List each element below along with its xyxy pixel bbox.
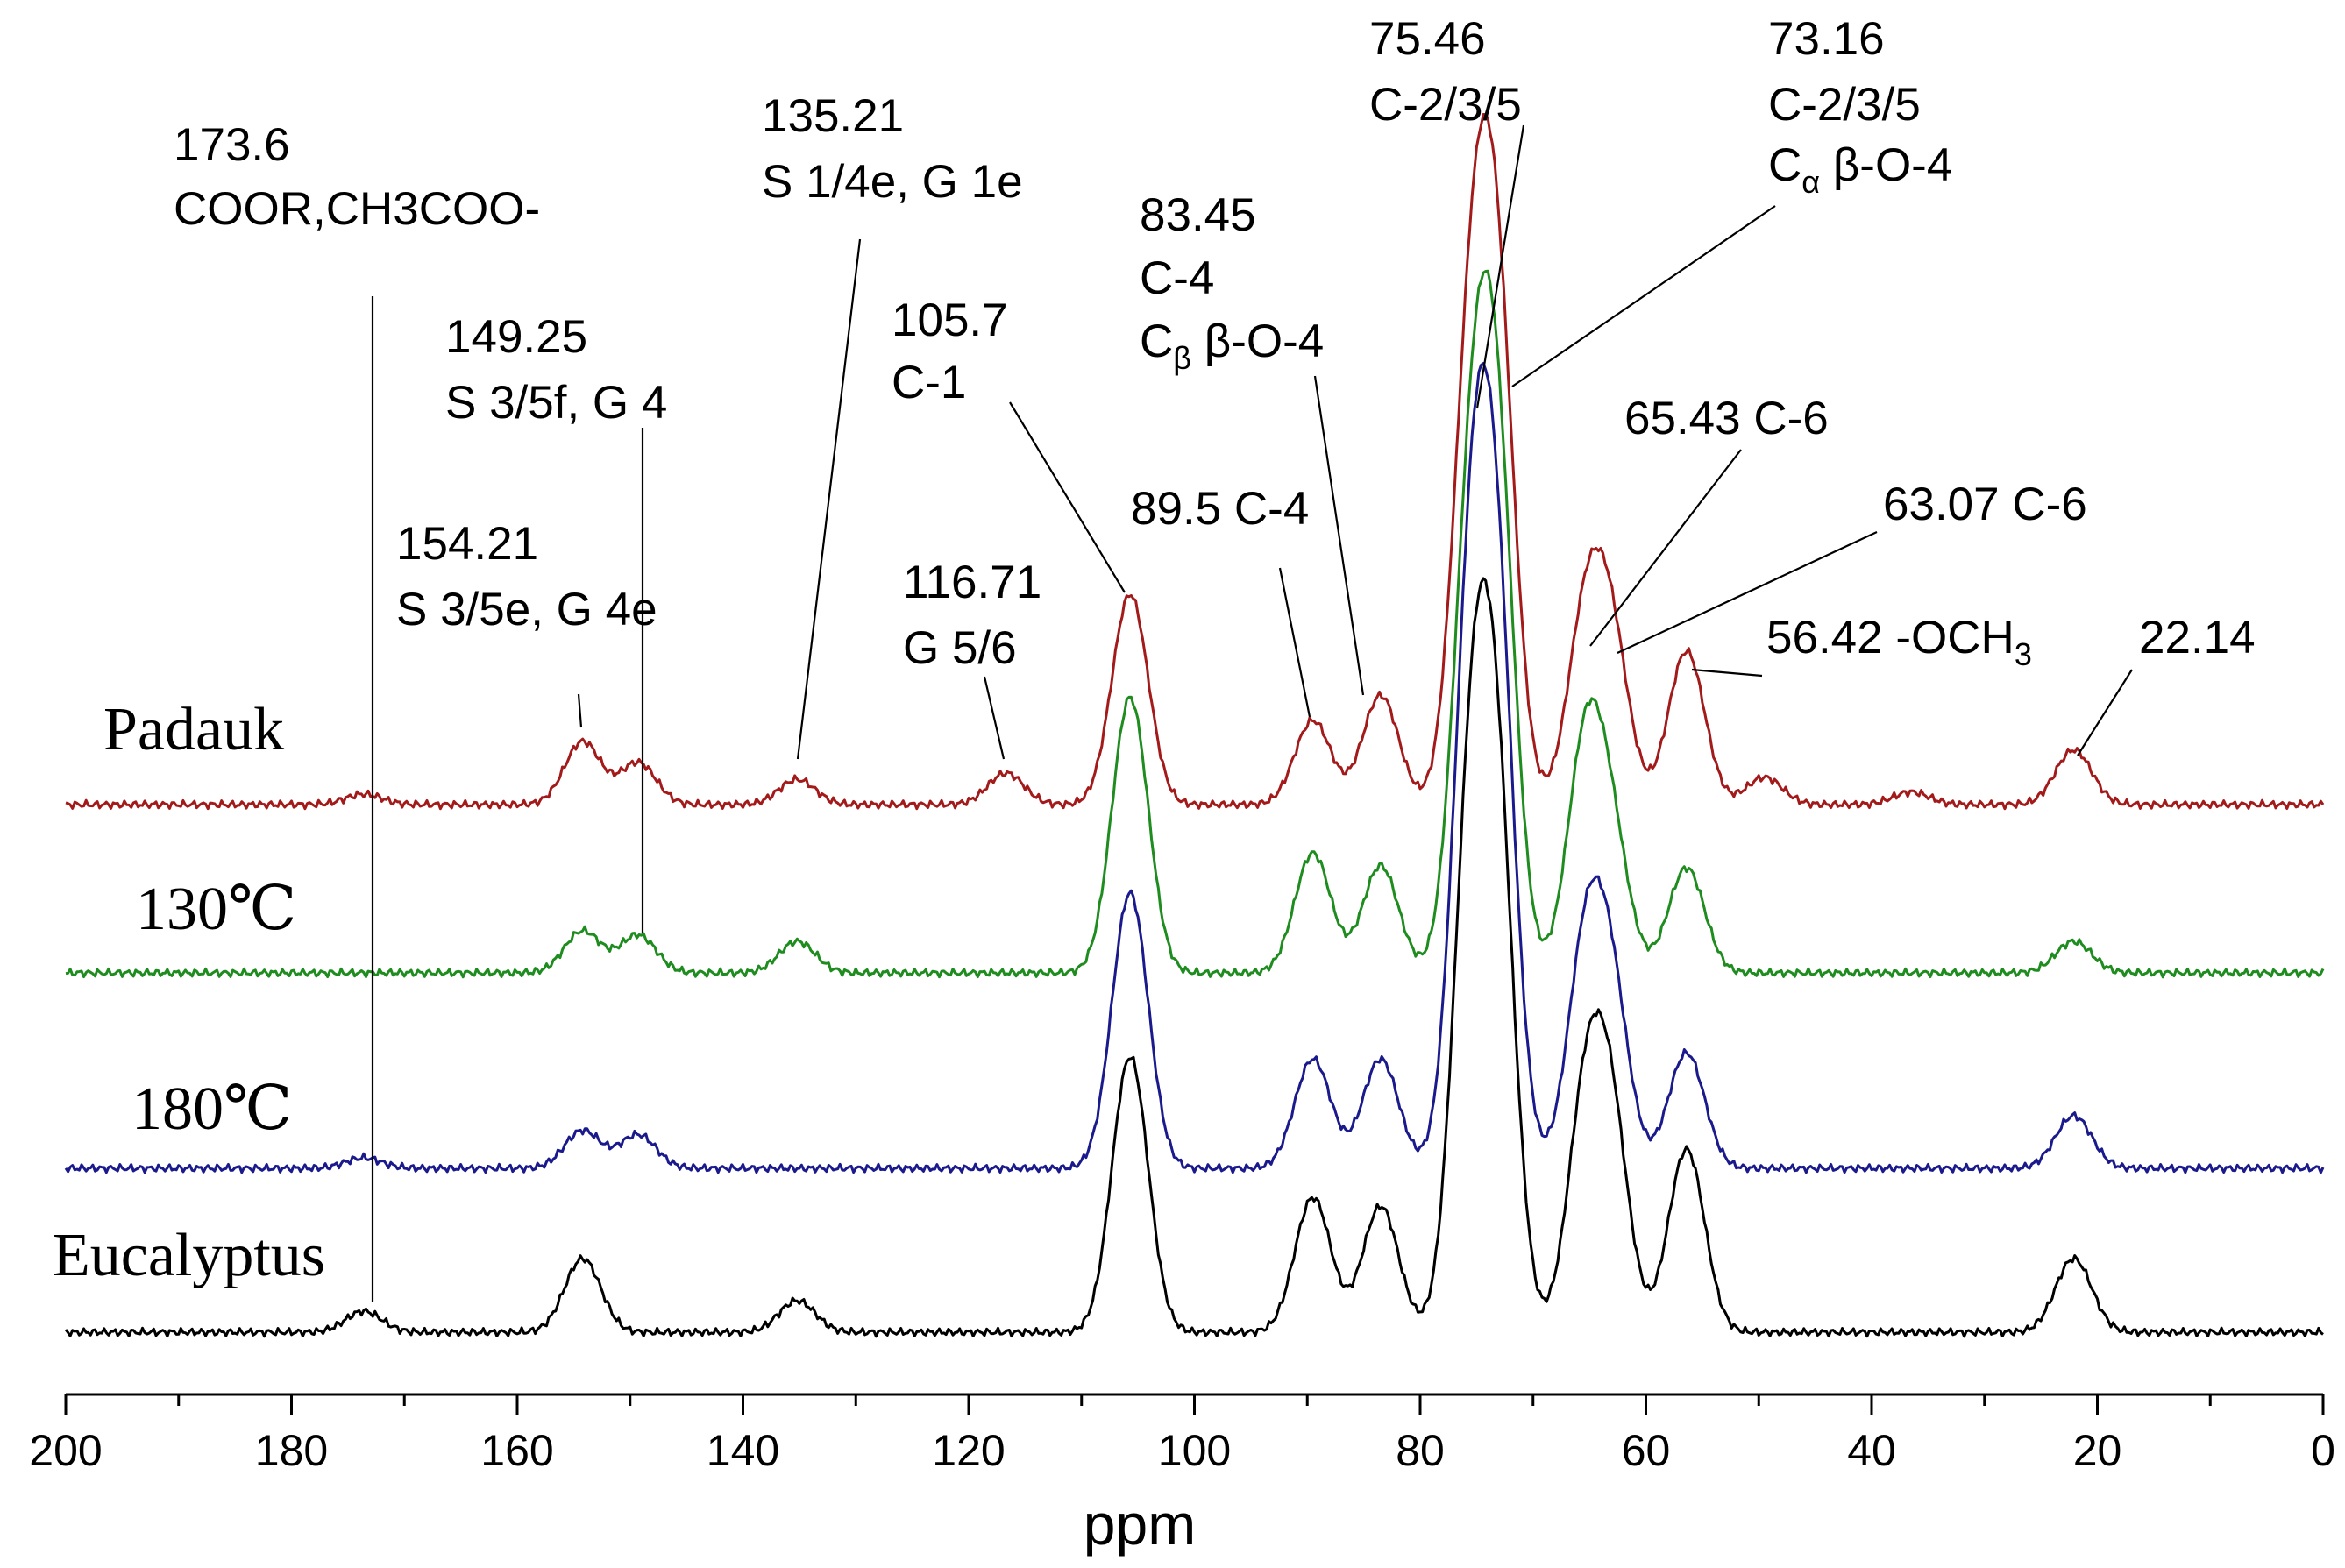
annotation-116-assignment: G 5/6 <box>903 622 1017 674</box>
leader-line-4 <box>983 676 1006 760</box>
annotation-135-assignment: S 1/4e, G 1e <box>762 156 1023 208</box>
trace-padauk <box>65 113 2325 811</box>
annotation-56-shift: 56.42 <box>1766 612 1883 663</box>
annotation-135-shift: 135.21 <box>762 90 904 142</box>
annotation-65-shift: 65.43 <box>1624 393 1741 444</box>
annotation-56-label: 56.42 -OCH3 <box>1766 612 2032 672</box>
x-tick-label-80: 80 <box>1396 1426 1445 1475</box>
annotation-83-shift: 83.45 <box>1140 189 1256 241</box>
x-tick-label-120: 120 <box>932 1426 1005 1475</box>
annotation-73-assignment: C-2/3/5 <box>1768 79 1921 131</box>
leader-line-12 <box>1691 668 1763 678</box>
series-labels: Padauk 130℃ 180℃ Eucalyptus <box>53 696 325 1289</box>
x-tick-label-20: 20 <box>2073 1426 2122 1475</box>
annotation-89-assignment: C-4 <box>1234 483 1309 535</box>
trace-130c <box>65 269 2325 979</box>
leader-line-11 <box>1617 531 1878 654</box>
annotation-83-assignment2: Cβ β-O-4 <box>1140 316 1324 376</box>
annotation-116-shift: 116.71 <box>903 557 1041 608</box>
annotation-105-assignment: C-1 <box>892 357 966 408</box>
trace-180c <box>64 362 2325 1174</box>
annotation-173-shift: 173.6 <box>174 119 290 171</box>
x-tick-label-160: 160 <box>480 1426 553 1475</box>
annotation-75-assignment: C-2/3/5 <box>1369 79 1522 131</box>
leader-line-7 <box>1313 375 1365 696</box>
annotation-63-assignment: C-6 <box>2012 479 2086 530</box>
x-axis: 200 180 160 140 120 100 80 60 40 20 0 ppm <box>29 1393 2335 1557</box>
annotation-75-shift: 75.46 <box>1369 13 1486 65</box>
annotation-73-shift: 73.16 <box>1768 13 1885 65</box>
leader-line-3 <box>796 238 862 760</box>
series-label-180c: 180℃ <box>131 1075 292 1143</box>
x-tick-label-0: 0 <box>2311 1426 2335 1475</box>
annotation-63-label: 63.07 C-6 <box>1883 479 2087 530</box>
series-label-padauk: Padauk <box>103 696 284 763</box>
x-tick-label-100: 100 <box>1158 1426 1231 1475</box>
annotation-65-assignment: C-6 <box>1753 393 1828 444</box>
annotation-22-shift: 22.14 <box>2139 612 2256 663</box>
peak-annotations: 173.6 COOR,CH3COO- 149.25 S 3/5f, G 4 15… <box>174 13 2256 674</box>
annotation-149-assignment: S 3/5f, G 4 <box>445 377 667 429</box>
annotation-154-shift: 154.21 <box>396 518 538 570</box>
trace-eucalyptus <box>64 577 2324 1338</box>
leader-line-8 <box>1475 124 1525 409</box>
x-axis-ticks: 200 180 160 140 120 100 80 60 40 20 0 <box>29 1394 2335 1475</box>
leader-line-2 <box>577 693 583 728</box>
x-tick-label-60: 60 <box>1622 1426 1671 1475</box>
series-label-130c: 130℃ <box>136 876 296 943</box>
annotation-173-assignment: COOR,CH3COO- <box>174 183 540 235</box>
annotation-leader-lines <box>371 124 2133 1302</box>
annotation-56-assignment: -OCH <box>1895 612 2014 663</box>
annotation-154-assignment: S 3/5e, G 4e <box>396 584 657 635</box>
annotation-149-shift: 149.25 <box>445 311 587 363</box>
annotation-105-shift: 105.7 <box>892 294 1008 346</box>
annotation-73-assignment2: Cα β-O-4 <box>1768 139 1952 200</box>
annotation-89-shift: 89.5 <box>1131 483 1221 535</box>
annotation-56-subscript: 3 <box>2015 636 2032 672</box>
x-tick-label-180: 180 <box>255 1426 328 1475</box>
annotation-83-assignment: C-4 <box>1140 252 1214 304</box>
x-axis-title: ppm <box>1084 1492 1196 1557</box>
x-tick-label-200: 200 <box>29 1426 102 1475</box>
leader-line-10 <box>1589 449 1742 647</box>
leader-line-5 <box>1009 401 1126 593</box>
x-tick-label-40: 40 <box>1847 1426 1896 1475</box>
leader-line-6 <box>1278 567 1311 718</box>
series-label-eucalyptus: Eucalyptus <box>53 1222 325 1289</box>
leader-line-13 <box>2077 669 2133 756</box>
annotation-63-shift: 63.07 <box>1883 479 2000 530</box>
spectrum-traces <box>64 113 2325 1338</box>
annotation-89-label: 89.5 C-4 <box>1131 483 1309 535</box>
x-tick-label-140: 140 <box>707 1426 779 1475</box>
annotation-65-label: 65.43 C-6 <box>1624 393 1829 444</box>
leader-line-9 <box>1511 205 1776 387</box>
